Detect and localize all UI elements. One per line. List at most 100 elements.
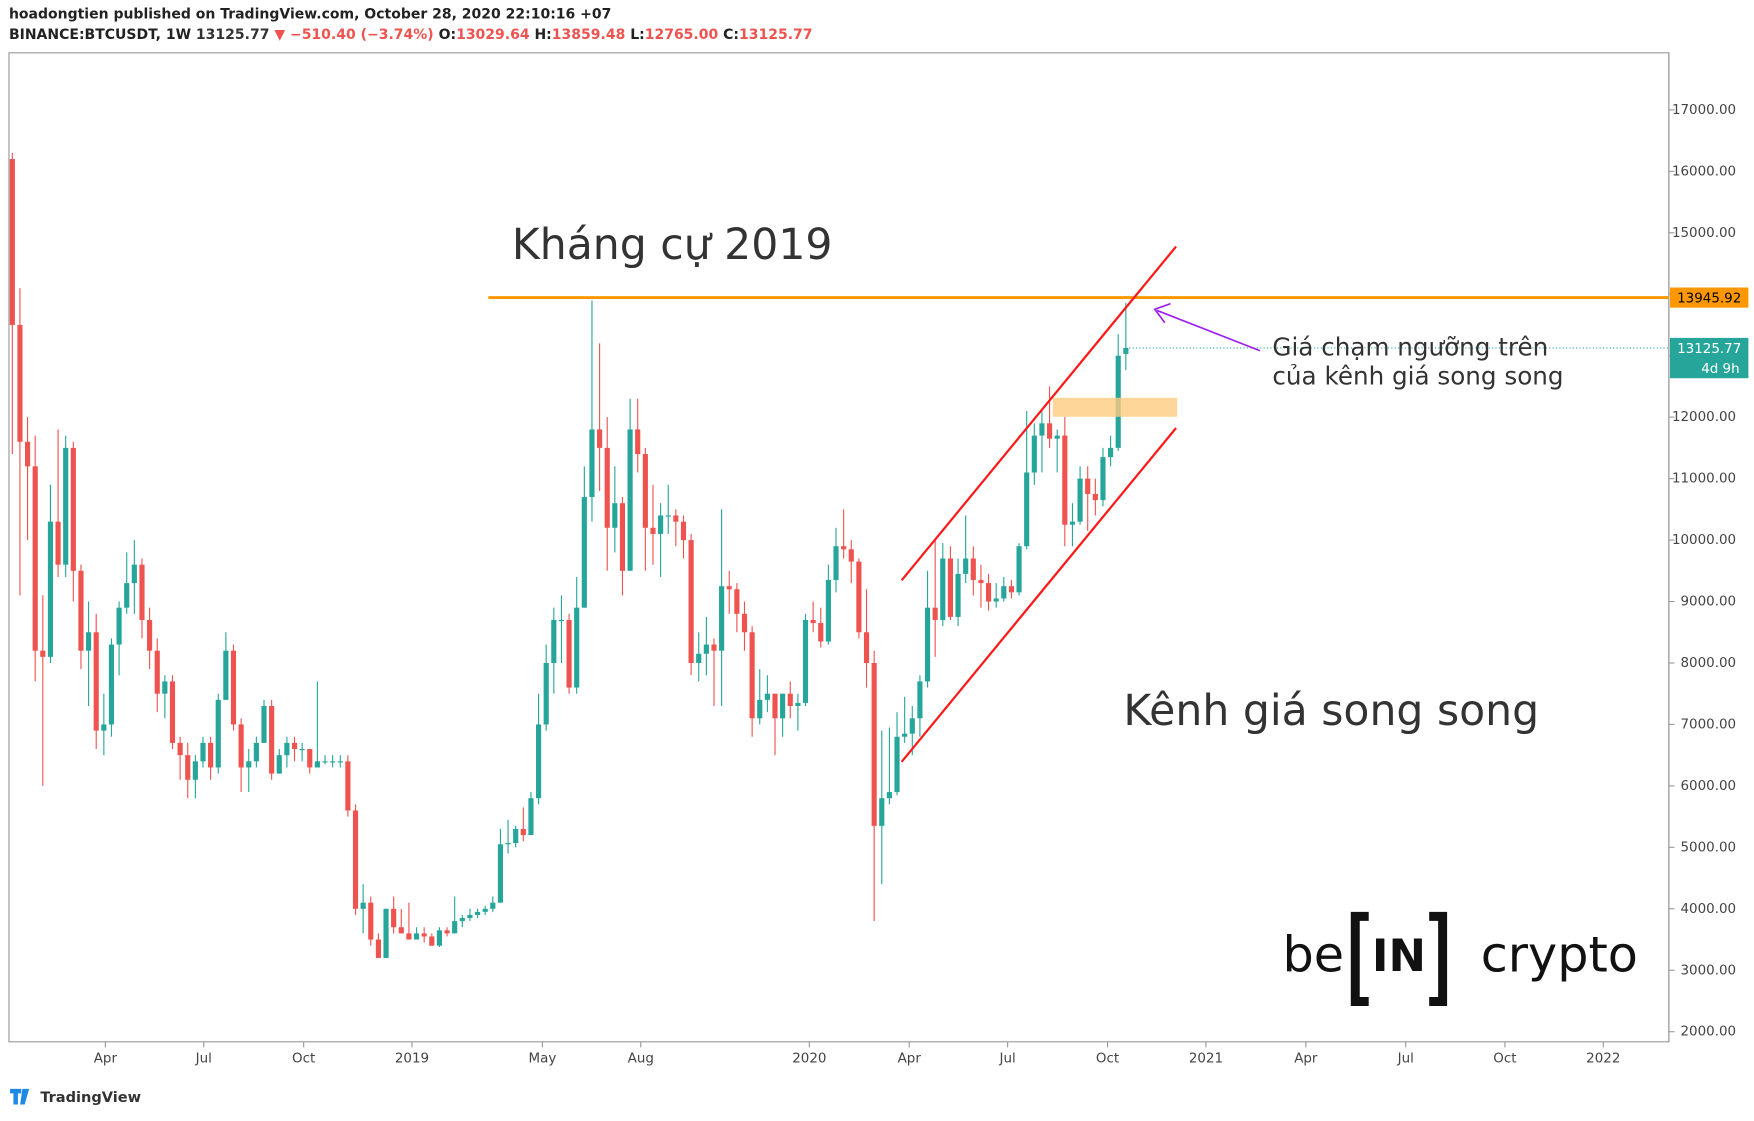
x-tick-label: May <box>528 1052 556 1067</box>
footer: TradingView <box>40 1089 141 1106</box>
candle-body <box>734 589 740 614</box>
candle-body <box>482 908 488 912</box>
h-label: H: <box>534 27 551 43</box>
y-tick-label: 5000.00 <box>1681 840 1737 855</box>
x-tick-label: Oct <box>1096 1052 1119 1067</box>
candle-body <box>70 447 76 571</box>
candle-body <box>963 558 969 574</box>
candle-body <box>497 844 504 903</box>
candle-body <box>86 632 92 651</box>
candle-body <box>749 632 755 719</box>
candle-body <box>1100 457 1106 501</box>
x-tick-label: Jul <box>195 1052 212 1067</box>
x-tick-label: Oct <box>292 1052 315 1067</box>
candle-body <box>383 908 389 958</box>
header-ohlc: BINANCE:BTCUSDT, 1W 13125.77 ▼ −510.40 (… <box>9 27 813 43</box>
candle-body <box>772 693 778 719</box>
candle-body <box>230 650 237 725</box>
candle-body <box>780 693 786 719</box>
y-tick-label: 6000.00 <box>1681 779 1737 794</box>
candle-body <box>818 623 824 642</box>
candle-body <box>154 650 160 694</box>
y-tick-label: 9000.00 <box>1681 595 1737 610</box>
candle-body <box>330 761 336 763</box>
channel-lower <box>900 427 1177 763</box>
candle-body <box>719 586 725 651</box>
candle-body <box>9 159 15 325</box>
candle-body <box>185 755 191 780</box>
candle-body <box>764 693 770 700</box>
candle-body <box>459 918 465 922</box>
candle-body <box>162 681 168 694</box>
candle-body <box>1046 423 1053 439</box>
candle-body <box>726 586 732 590</box>
c: 13125.77 <box>739 27 813 43</box>
candle-body <box>879 798 885 826</box>
candle-body <box>78 570 84 651</box>
candle-body <box>63 447 69 565</box>
candle-body <box>841 546 847 550</box>
o-label: O: <box>439 27 457 43</box>
candle-body <box>452 921 458 934</box>
candle-body <box>55 521 61 565</box>
candle-body <box>322 761 328 763</box>
candle-body <box>177 742 183 756</box>
y-tick-label: 3000.00 <box>1681 963 1737 978</box>
candle-body <box>848 549 854 562</box>
x-tick-label: 2020 <box>792 1052 826 1067</box>
candle-body <box>360 902 366 909</box>
candle-body <box>24 441 31 467</box>
candle-body <box>314 761 320 768</box>
note: Giá chạm ngưỡng trên <box>1272 332 1548 361</box>
channel-title: Kênh giá song song <box>1123 686 1539 736</box>
candle-body <box>955 573 961 617</box>
candle-body <box>1108 447 1114 458</box>
candle-body <box>413 933 420 940</box>
candle-body <box>352 810 359 909</box>
candle-body <box>108 644 115 725</box>
candle-body <box>246 761 252 768</box>
candle-body <box>490 902 496 909</box>
candle-body <box>147 619 153 651</box>
candle-body <box>131 564 137 584</box>
o: 13029.64 <box>456 27 530 43</box>
candle-body <box>116 607 122 645</box>
candle-body <box>574 607 580 688</box>
candle-body <box>703 644 709 654</box>
candle-body <box>1123 347 1129 354</box>
candle-body <box>940 558 946 620</box>
candle-body <box>337 761 343 763</box>
candle-body <box>528 798 534 836</box>
symbol: BINANCE:BTCUSDT, 1W <box>9 27 191 43</box>
candle-body <box>208 742 214 768</box>
candle-body <box>658 515 664 534</box>
y-tick-label: 15000.00 <box>1672 226 1736 241</box>
candle-body <box>444 930 450 934</box>
y-tick-label: 10000.00 <box>1672 533 1736 548</box>
candle-body <box>551 619 557 663</box>
candle-body <box>871 662 877 826</box>
candle-body <box>299 749 305 751</box>
candle-body <box>711 644 717 651</box>
last-price-label: 13125.77 <box>1677 342 1741 357</box>
candle-body <box>985 583 992 602</box>
x-tick-label: Oct <box>1493 1052 1516 1067</box>
x-tick-label: Jul <box>999 1052 1016 1067</box>
l-label: L: <box>630 27 645 43</box>
last-price-tag <box>1669 337 1749 379</box>
candle-body <box>1092 493 1098 501</box>
candle-body <box>978 580 984 584</box>
candle-body <box>345 761 351 811</box>
candle-body <box>619 503 626 571</box>
y-tick-label: 4000.00 <box>1681 902 1737 917</box>
candle-body <box>932 607 938 620</box>
candle-body <box>673 515 679 522</box>
candle-body <box>505 843 511 845</box>
candle-body <box>1077 478 1083 522</box>
candle-body <box>947 558 953 617</box>
candle-body <box>833 546 839 581</box>
arrow-head <box>1153 302 1171 324</box>
candle-body <box>795 702 801 707</box>
candle-body <box>543 662 549 725</box>
